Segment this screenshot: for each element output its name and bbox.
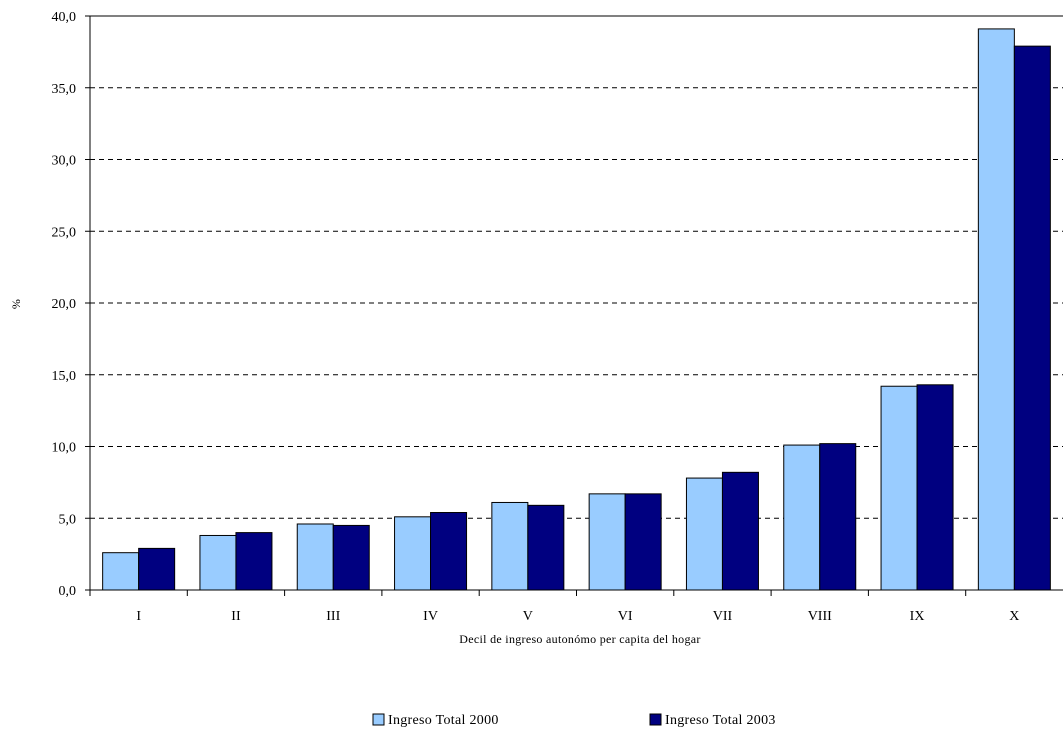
bar-ingreso-total-2003-ix: [916, 384, 954, 591]
legend-swatch: [372, 713, 385, 726]
y-tick-label: 25,0: [52, 225, 77, 240]
bar-ingreso-total-2000-v: [491, 501, 529, 591]
x-tick-label: IV: [423, 609, 438, 624]
x-tick-label: IX: [910, 609, 925, 624]
bar-ingreso-total-2000-i: [102, 552, 140, 591]
y-tick-label: 15,0: [52, 369, 77, 384]
bar-ingreso-total-2003-iii: [332, 524, 370, 591]
y-tick-label: 35,0: [52, 82, 77, 97]
y-tick-labels: 0,0 5,0 10,0 15,0 20,0 25,0 30,0 35,0 40,0: [52, 10, 77, 599]
y-tick-label: 20,0: [52, 297, 77, 312]
bar-ingreso-total-2003-v: [527, 504, 565, 591]
y-tick-label: 5,0: [59, 512, 77, 527]
legend-swatch: [649, 713, 662, 726]
bars: [102, 28, 1051, 591]
x-tick-label: V: [523, 609, 533, 624]
x-tick-label: X: [1009, 609, 1019, 624]
y-tick-label: 40,0: [52, 10, 77, 25]
x-tick-label: III: [326, 609, 340, 624]
x-axis-title: Decil de ingreso autonómo per capita del…: [459, 632, 700, 646]
bar-ingreso-total-2003-viii: [819, 443, 857, 591]
legend-label: Ingreso Total 2003: [665, 713, 776, 728]
bar-ingreso-total-2000-iv: [394, 516, 432, 591]
bar-ingreso-total-2000-viii: [783, 444, 821, 591]
y-axis-title: %: [9, 299, 23, 309]
gridlines: [90, 15, 1063, 519]
bar-ingreso-total-2000-vii: [685, 477, 723, 591]
legend: Ingreso Total 2000 Ingreso Total 2003: [372, 713, 776, 728]
bar-ingreso-total-2003-x: [1013, 45, 1051, 591]
y-tick-label: 30,0: [52, 154, 77, 169]
bar-ingreso-total-2003-i: [138, 547, 176, 591]
bar-ingreso-total-2003-ii: [235, 532, 273, 591]
legend-label: Ingreso Total 2000: [388, 713, 499, 728]
bar-ingreso-total-2000-iii: [296, 523, 334, 591]
bar-ingreso-total-2000-ii: [199, 534, 237, 591]
bar-ingreso-total-2003-vii: [721, 471, 759, 591]
bar-ingreso-total-2003-iv: [430, 512, 468, 591]
bar-ingreso-total-2000-vi: [588, 493, 626, 591]
x-tick-label: VIII: [808, 609, 832, 624]
y-tick-label: 0,0: [59, 584, 77, 599]
x-tick-labels: I II III IV V VI VII VIII IX X: [136, 609, 1019, 624]
y-tick-label: 10,0: [52, 441, 77, 456]
x-tick-label: II: [231, 609, 241, 624]
bar-ingreso-total-2000-ix: [880, 385, 918, 591]
x-tick-label: VII: [713, 609, 733, 624]
x-tick-label: VI: [618, 609, 633, 624]
bar-ingreso-total-2000-x: [977, 28, 1015, 591]
x-tick-label: I: [136, 609, 141, 624]
bar-ingreso-total-2003-vi: [624, 493, 662, 591]
axes: [85, 15, 1063, 596]
